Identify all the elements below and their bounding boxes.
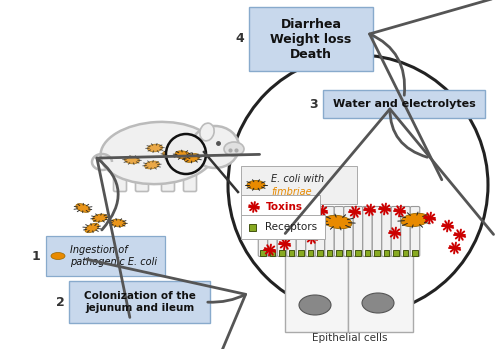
Ellipse shape — [100, 122, 215, 184]
FancyBboxPatch shape — [240, 215, 324, 239]
FancyBboxPatch shape — [343, 207, 353, 257]
Ellipse shape — [85, 223, 99, 233]
FancyBboxPatch shape — [315, 207, 324, 257]
FancyBboxPatch shape — [372, 207, 381, 257]
Ellipse shape — [299, 295, 330, 315]
FancyBboxPatch shape — [113, 158, 126, 192]
FancyBboxPatch shape — [69, 281, 209, 323]
Ellipse shape — [147, 144, 162, 152]
Circle shape — [227, 55, 487, 315]
Bar — [279, 250, 284, 256]
Ellipse shape — [76, 203, 90, 212]
FancyBboxPatch shape — [324, 207, 334, 257]
FancyBboxPatch shape — [161, 158, 174, 192]
Bar — [374, 250, 379, 256]
FancyBboxPatch shape — [334, 207, 343, 257]
FancyBboxPatch shape — [248, 7, 372, 71]
Text: Water and electrolytes: Water and electrolytes — [332, 99, 474, 109]
Bar — [336, 250, 341, 256]
FancyBboxPatch shape — [353, 207, 362, 257]
Bar — [317, 250, 322, 256]
Bar — [392, 250, 398, 256]
Ellipse shape — [400, 213, 428, 227]
Ellipse shape — [110, 219, 125, 227]
Ellipse shape — [199, 123, 214, 141]
FancyBboxPatch shape — [305, 207, 315, 257]
Text: Diarrhea
Weight loss
Death: Diarrhea Weight loss Death — [270, 17, 351, 60]
Bar — [364, 250, 370, 256]
FancyBboxPatch shape — [267, 207, 277, 257]
Bar — [298, 250, 303, 256]
Text: fimbriae: fimbriae — [271, 187, 311, 197]
Bar — [249, 223, 256, 230]
Text: Toxins: Toxins — [266, 202, 303, 212]
Text: E. coli with: E. coli with — [271, 174, 324, 184]
FancyBboxPatch shape — [400, 207, 409, 257]
Text: Epithelial cells: Epithelial cells — [312, 333, 387, 343]
FancyBboxPatch shape — [135, 158, 148, 192]
Ellipse shape — [223, 142, 243, 156]
Text: 2: 2 — [56, 296, 64, 309]
Bar — [269, 250, 275, 256]
Bar — [345, 250, 351, 256]
FancyArrowPatch shape — [285, 109, 492, 235]
FancyBboxPatch shape — [409, 207, 419, 257]
Text: Colonization of the
jejunum and ileum: Colonization of the jejunum and ileum — [83, 291, 195, 313]
Ellipse shape — [246, 180, 265, 190]
Ellipse shape — [361, 293, 393, 313]
FancyArrowPatch shape — [369, 0, 501, 180]
FancyBboxPatch shape — [240, 166, 356, 204]
FancyBboxPatch shape — [46, 236, 165, 276]
Bar — [347, 255, 412, 332]
Circle shape — [166, 134, 205, 174]
Ellipse shape — [162, 151, 177, 159]
Ellipse shape — [324, 215, 351, 229]
Text: 3: 3 — [309, 97, 318, 111]
FancyArrowPatch shape — [97, 154, 259, 317]
Bar — [383, 250, 388, 256]
Ellipse shape — [144, 161, 159, 169]
Ellipse shape — [51, 252, 65, 260]
FancyBboxPatch shape — [362, 207, 372, 257]
Ellipse shape — [184, 154, 199, 162]
Text: 4: 4 — [235, 32, 244, 45]
Ellipse shape — [190, 126, 238, 168]
FancyBboxPatch shape — [277, 207, 286, 257]
FancyArrowPatch shape — [87, 259, 245, 349]
Bar — [355, 250, 360, 256]
FancyBboxPatch shape — [286, 207, 296, 257]
Bar — [402, 250, 407, 256]
Bar — [260, 250, 265, 256]
FancyBboxPatch shape — [322, 90, 484, 118]
FancyBboxPatch shape — [381, 207, 390, 257]
Bar — [411, 250, 417, 256]
Ellipse shape — [175, 151, 190, 159]
FancyBboxPatch shape — [390, 207, 400, 257]
FancyBboxPatch shape — [183, 158, 196, 192]
Ellipse shape — [92, 214, 107, 222]
FancyBboxPatch shape — [296, 207, 305, 257]
Text: Receptors: Receptors — [265, 222, 317, 232]
Ellipse shape — [124, 156, 139, 164]
Bar — [288, 250, 294, 256]
FancyBboxPatch shape — [240, 195, 319, 219]
Bar — [307, 250, 313, 256]
Bar — [285, 255, 347, 332]
Bar — [326, 250, 332, 256]
Text: Ingestion of
pathogenic E. coli: Ingestion of pathogenic E. coli — [70, 245, 157, 267]
FancyBboxPatch shape — [258, 207, 267, 257]
Text: 1: 1 — [32, 250, 40, 262]
